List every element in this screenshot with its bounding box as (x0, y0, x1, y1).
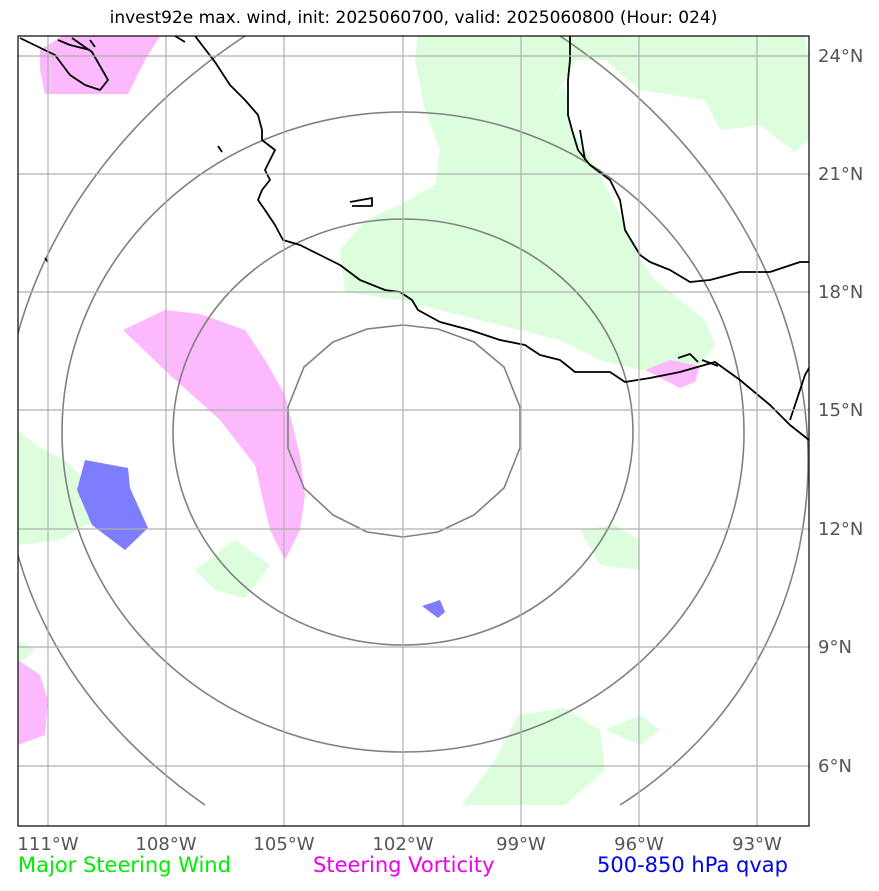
x-tick-label: 93°W (732, 834, 782, 855)
y-tick-label: 21°N (818, 164, 863, 185)
gridlines (18, 36, 809, 826)
y-tick-label: 9°N (818, 637, 852, 658)
y-tick-label: 12°N (818, 519, 863, 540)
vorticity-area-central (123, 310, 305, 560)
legend-major-steering-wind: Major Steering Wind (18, 853, 231, 877)
qvap-area-small (422, 600, 445, 618)
y-tick-label: 15°N (818, 400, 863, 421)
legend-qvap: 500-850 hPa qvap (597, 853, 788, 877)
coastline-gulf (567, 36, 809, 283)
qvap-areas (77, 460, 445, 618)
x-tick-labels: 111°W 108°W 105°W 102°W 99°W 96°W 93°W (17, 834, 782, 855)
qvap-area-west (77, 460, 148, 550)
x-tick-label: 99°W (496, 834, 546, 855)
x-tick-label: 105°W (253, 834, 314, 855)
wind-area-southeast (605, 715, 660, 745)
wind-area-south (462, 708, 605, 805)
coastline-east (789, 367, 809, 421)
range-ring-4 (18, 36, 246, 806)
map-title: invest92e max. wind, init: 2025060700, v… (109, 8, 718, 28)
x-tick-label: 102°W (372, 834, 433, 855)
coastline-mexico-pacific (19, 36, 809, 441)
coastline-guatemala (677, 353, 719, 367)
y-tick-label: 18°N (818, 282, 863, 303)
wind-area-north (340, 36, 809, 370)
y-tick-label: 24°N (818, 46, 863, 67)
x-tick-label: 111°W (17, 834, 78, 855)
coastline-yucatan (579, 129, 586, 161)
wind-area-west (18, 430, 95, 545)
y-tick-labels: 24°N 21°N 18°N 15°N 12°N 9°N 6°N (818, 46, 863, 777)
coastline-baja (57, 39, 96, 51)
vorticity-area-far-west (18, 660, 48, 745)
wind-area-far-west (18, 640, 35, 665)
y-tick-label: 6°N (818, 756, 852, 777)
map-background (18, 36, 809, 826)
x-tick-label: 96°W (614, 834, 664, 855)
coastlines (19, 36, 809, 441)
x-tick-label: 108°W (135, 834, 196, 855)
wind-area-east (580, 525, 640, 570)
major-steering-wind-areas (18, 36, 809, 805)
wind-area-southwest (195, 540, 270, 598)
legend-steering-vorticity: Steering Vorticity (313, 853, 495, 877)
map-frame (17, 35, 810, 827)
